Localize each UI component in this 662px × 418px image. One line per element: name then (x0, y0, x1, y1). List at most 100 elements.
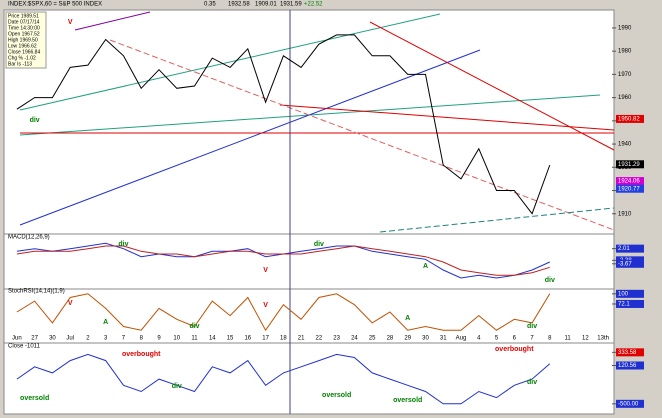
annotation: V (263, 302, 268, 309)
x-tick-label: 11 (564, 336, 571, 342)
price-marker: 1920.77 (618, 186, 640, 192)
y-label-box (616, 361, 644, 370)
annotation: A (423, 263, 428, 270)
x-tick-label: 9 (157, 336, 161, 342)
price-marker: 1924.06 (618, 179, 640, 185)
info-line: Close 1966.84 (8, 49, 40, 55)
price-marker-box (616, 184, 644, 193)
x-tick-label: 18 (280, 336, 287, 342)
x-tick-label: 8 (140, 336, 144, 342)
info-line: Price 1989.51 (8, 13, 39, 19)
annotation: V (68, 300, 73, 307)
annotation: overbought (122, 351, 161, 358)
x-tick-label: 7 (122, 336, 126, 342)
x-tick-label: 11 (191, 336, 198, 342)
x-tick-label: 3 (104, 336, 108, 342)
price-marker-box (616, 114, 644, 123)
annotation: div (30, 117, 40, 124)
info-background (5, 11, 47, 69)
y-tick-label: 100 (618, 291, 629, 297)
quote-value: 1931.59 (280, 2, 302, 8)
annotation: div (118, 241, 128, 248)
series-line (16, 34, 551, 215)
annotation: V (68, 19, 73, 26)
x-tick-label: 30 (422, 336, 429, 342)
price-marker-box (616, 160, 644, 169)
y-tick-label: 120.56 (618, 363, 637, 369)
series-line (16, 293, 551, 332)
x-tick-label: 4 (477, 336, 481, 342)
annotation: oversold (393, 397, 422, 404)
annotation: oversold (322, 392, 351, 399)
x-tick-label: 22 (316, 336, 323, 342)
series-line (16, 353, 551, 405)
trendlines (19, 10, 615, 414)
annotation: div (527, 379, 537, 386)
x-tick-label: 27 (31, 336, 38, 342)
y-label-box (616, 289, 644, 298)
panel-title: Close -1011 (8, 344, 41, 350)
x-tick-label: 12 (582, 336, 589, 342)
quote-value: +22.52 (304, 2, 323, 8)
info-line: Low 1966.62 (8, 43, 37, 49)
info-line: Date 07/17/14 (8, 19, 40, 25)
x-tick-label: 6 (513, 336, 517, 342)
annotation: div (189, 323, 199, 330)
x-tick-label: 21 (298, 336, 305, 342)
price-marker: 1950.82 (618, 117, 640, 123)
x-tick-label: 31 (440, 336, 447, 342)
y-label-box (616, 299, 644, 308)
x-tick-label: 30 (49, 336, 56, 342)
x-tick-label: 23 (333, 336, 340, 342)
x-tick-label: 25 (369, 336, 376, 342)
price-marker-box (616, 177, 644, 186)
annotation: overbought (495, 346, 534, 353)
x-tick-label: 28 (387, 336, 394, 342)
y-tick-label: 1910 (618, 211, 632, 217)
quote-value: 1932.58 (228, 2, 250, 8)
annotation: V (263, 267, 268, 274)
annotation: oversold (20, 395, 49, 402)
y-label-box (616, 259, 644, 268)
y-label-box (616, 348, 644, 357)
info-line: Bar Is -113 (8, 61, 32, 67)
y-tick-label: 333.58 (618, 350, 637, 356)
x-tick-label: 10 (173, 336, 180, 342)
y-tick-label: -3.67 (618, 261, 632, 267)
y-tick-label: -500.00 (618, 401, 639, 407)
x-tick-label: 17 (262, 336, 269, 342)
price-marker: 1931.29 (618, 162, 640, 168)
plot-area (3, 9, 615, 415)
quote-value: 1909.01 (255, 2, 277, 8)
info-line: Open 1967.52 (8, 31, 40, 37)
x-tick-label: 14 (209, 336, 216, 342)
x-tick-label: 5 (495, 336, 499, 342)
y-tick-label: 1990 (618, 26, 632, 32)
quote-value: 0.35 (204, 2, 216, 8)
x-tick-label: 7 (530, 336, 534, 342)
symbol: INDEX:$SPX,60 = S&P 500 INDEX (8, 2, 102, 8)
annotation: A (103, 319, 108, 326)
x-tick-label: 15 (227, 336, 234, 342)
y-tick-label: 1970 (618, 72, 632, 78)
x-tick-label: Jul (66, 336, 74, 342)
x-tick-label: 29 (404, 336, 411, 342)
x-tick-label: 16 (244, 336, 251, 342)
panel-title: StochRSI(14,14)(1,9) (8, 289, 65, 295)
x-tick-label: 2 (86, 336, 90, 342)
x-tick-label: 24 (351, 336, 358, 342)
x-tick-label: 13th (597, 336, 609, 342)
info-line: High 1969.50 (8, 37, 38, 43)
y-tick-label: 2.01 (618, 246, 630, 252)
annotation: div (527, 323, 537, 330)
x-tick-label: Jun (12, 336, 22, 342)
y-label-box (616, 244, 644, 253)
y-tick-label: 1980 (618, 49, 632, 55)
x-tick-label: 8 (548, 336, 552, 342)
info-line: Chg % -1.02 (8, 55, 36, 61)
y-tick-label: 1940 (618, 142, 632, 148)
y-tick-label: 72.1 (618, 302, 630, 308)
x-tick-label: Aug (456, 336, 467, 342)
annotation: A (405, 315, 410, 322)
